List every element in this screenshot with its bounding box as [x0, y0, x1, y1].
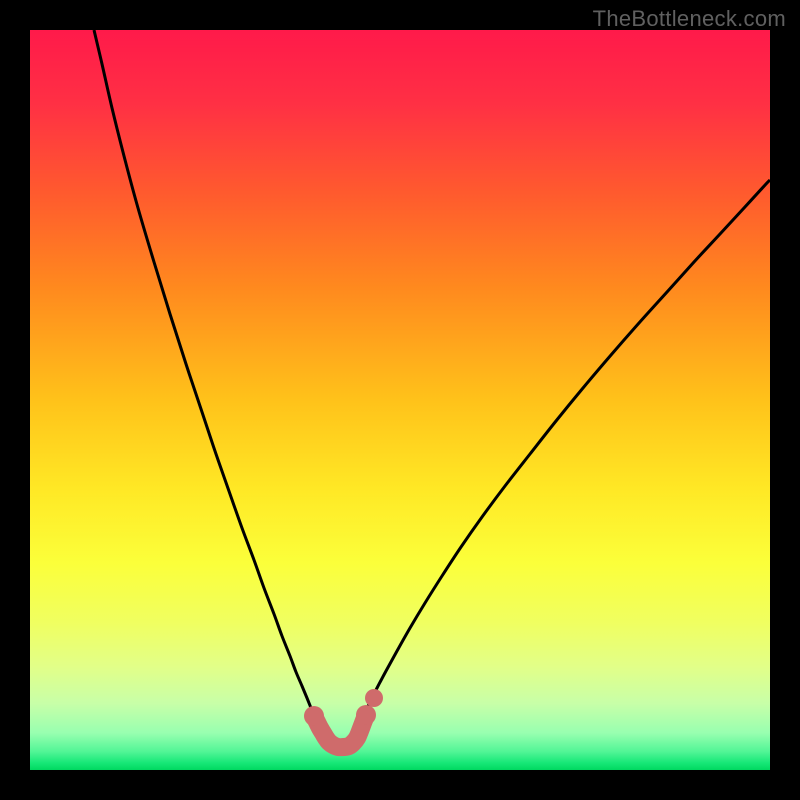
marker-endcap-left — [304, 706, 324, 726]
marker-detached-dot — [365, 689, 383, 707]
marker-endcap-right — [356, 705, 376, 725]
left-curve — [94, 30, 321, 734]
right-curve — [356, 180, 770, 734]
watermark-text: TheBottleneck.com — [593, 6, 786, 32]
page-frame: TheBottleneck.com — [0, 0, 800, 800]
plot-area — [30, 30, 770, 770]
curve-layer — [30, 30, 770, 770]
